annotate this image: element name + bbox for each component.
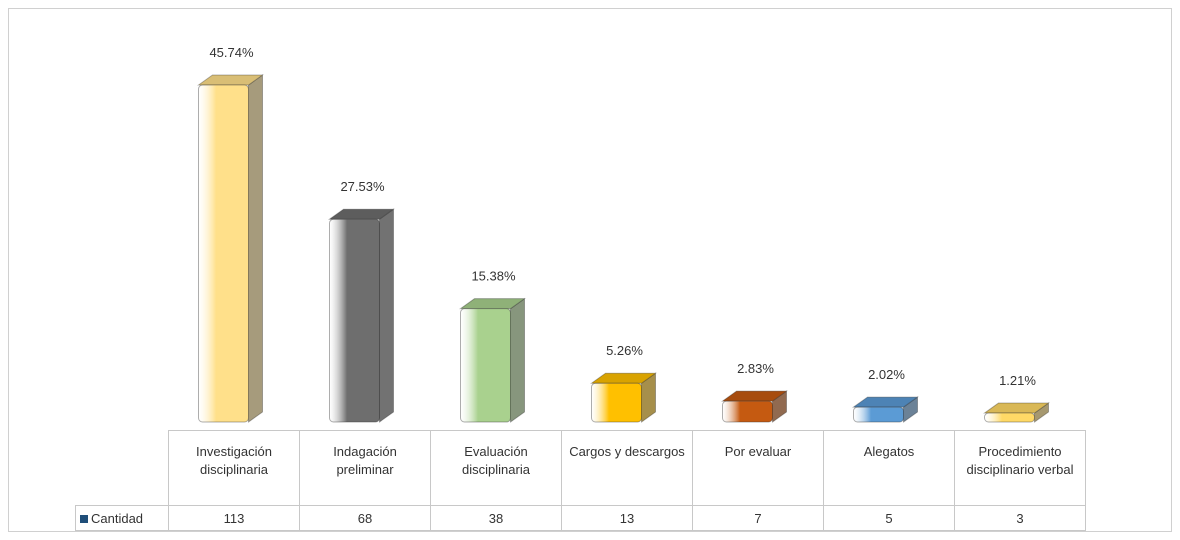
data-label: 45.74% xyxy=(209,45,254,60)
bar-top-shade xyxy=(722,391,787,402)
table-value: 38 xyxy=(430,505,562,531)
bar xyxy=(984,412,1035,423)
category-label: Cargos y descargos xyxy=(561,430,693,506)
bar-side-shade xyxy=(510,298,525,422)
legend-label: Cantidad xyxy=(91,510,144,526)
bar xyxy=(198,84,249,423)
data-label: 2.83% xyxy=(737,361,774,376)
bar-side-shade xyxy=(1034,403,1049,422)
category-label: Alegatos xyxy=(823,430,955,506)
bar-side-shade xyxy=(903,397,918,422)
bar-top-shade xyxy=(984,403,1049,414)
category-label: Indagación preliminar xyxy=(299,430,431,506)
table-value: 68 xyxy=(299,505,431,531)
category-label: Por evaluar xyxy=(692,430,824,506)
bar-side-shade xyxy=(641,373,656,422)
data-label: 2.02% xyxy=(868,367,905,382)
row-header: Cantidad xyxy=(75,505,169,531)
bar-top-shade xyxy=(198,75,263,85)
table-value: 5 xyxy=(823,505,955,531)
bar-side-shade xyxy=(248,75,263,422)
bar-top-shade xyxy=(329,209,394,220)
bar-top-shade xyxy=(591,373,656,384)
bar xyxy=(329,218,380,423)
legend-key xyxy=(80,514,88,523)
table-value: 113 xyxy=(168,505,300,531)
bar-top-shade xyxy=(853,397,918,408)
bar-top xyxy=(589,372,658,384)
data-label: 5.26% xyxy=(606,343,643,358)
bar xyxy=(460,308,511,423)
data-label: 1.21% xyxy=(999,373,1036,388)
table-corner xyxy=(75,430,169,506)
data-label: 15.38% xyxy=(471,269,516,284)
chart-border xyxy=(8,8,1172,532)
data-label: 27.53% xyxy=(340,179,385,194)
category-label: Procedimiento disciplinario verbal xyxy=(954,430,1086,506)
table-value: 3 xyxy=(954,505,1086,531)
bar-side-shade xyxy=(379,209,394,422)
table-value: 13 xyxy=(561,505,693,531)
category-label: Investigación disciplinaria xyxy=(168,430,300,506)
data-table: Investigación disciplinaria Indagación pr… xyxy=(75,430,1086,531)
bar-side-shade xyxy=(772,391,787,422)
bar xyxy=(722,400,773,423)
bar-top xyxy=(982,402,1051,414)
bar-top-shade xyxy=(460,298,525,309)
bar xyxy=(853,406,904,423)
bar xyxy=(591,382,642,423)
category-label: Evaluación disciplinaria xyxy=(430,430,562,506)
table-value: 7 xyxy=(692,505,824,531)
